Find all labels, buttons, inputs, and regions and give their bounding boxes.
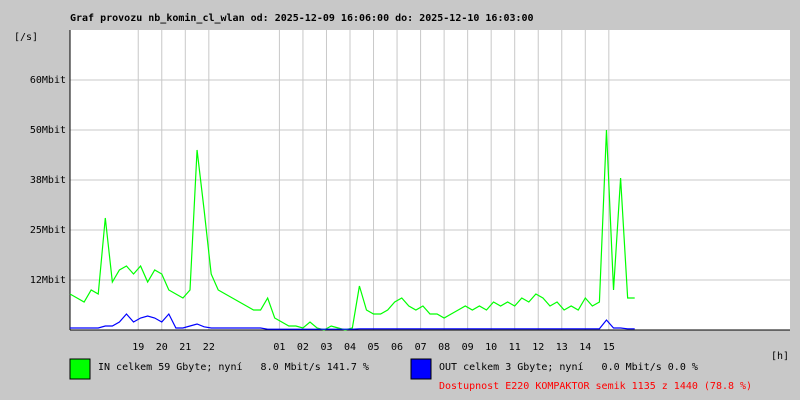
footer-note: Dostupnost E220 KOMPAKTOR semik 1135 z 1… <box>439 381 752 392</box>
y-tick-label: 25Mbit <box>30 225 66 236</box>
x-tick-label: 03 <box>320 342 332 353</box>
legend-swatch <box>410 358 432 380</box>
x-tick-label: 08 <box>438 342 450 353</box>
y-tick-label: 50Mbit <box>30 125 66 136</box>
x-tick-label: 04 <box>344 342 356 353</box>
x-tick-label: 14 <box>579 342 591 353</box>
x-tick-label: 19 <box>132 342 144 353</box>
y-tick-label: 60Mbit <box>30 75 66 86</box>
x-tick-label: 05 <box>368 342 380 353</box>
chart-title: Graf provozu nb_komin_cl_wlan od: 2025-1… <box>70 12 534 24</box>
series-line <box>70 312 635 330</box>
x-tick-label: 01 <box>273 342 285 353</box>
x-tick-label: 10 <box>485 342 497 353</box>
series-line <box>69 129 635 331</box>
legend-swatch <box>69 358 91 380</box>
y-tick-label: 38Mbit <box>30 175 66 186</box>
legend-label: OUT celkem 3 Gbyte; nyní 0.0 Mbit/s 0.0 … <box>439 361 698 373</box>
x-tick-label: 12 <box>532 342 544 353</box>
x-tick-label: 09 <box>462 342 474 353</box>
x-tick-label: 11 <box>509 342 521 353</box>
x-tick-label: 15 <box>603 342 615 353</box>
y-tick-label: 12Mbit <box>30 275 66 286</box>
x-tick-label: 21 <box>179 342 191 353</box>
x-tick-label: 22 <box>203 342 215 353</box>
x-tick-label: 13 <box>556 342 568 353</box>
legend-label: IN celkem 59 Gbyte; nyní 8.0 Mbit/s 141.… <box>98 361 369 373</box>
x-tick-label: 06 <box>391 342 403 353</box>
y-unit: [/s] <box>14 32 38 43</box>
x-tick-label: 07 <box>415 342 427 353</box>
x-tick-label: 20 <box>156 342 168 353</box>
x-unit: [h] <box>771 351 789 362</box>
x-tick-label: 02 <box>297 342 309 353</box>
